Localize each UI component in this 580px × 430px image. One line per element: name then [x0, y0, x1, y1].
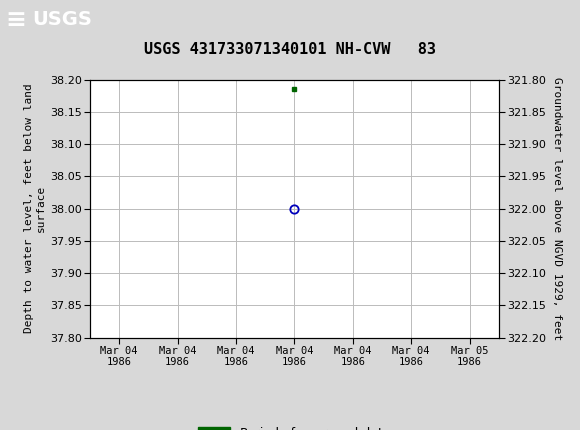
Text: USGS 431733071340101 NH-CVW   83: USGS 431733071340101 NH-CVW 83 — [144, 42, 436, 57]
Text: USGS: USGS — [32, 10, 92, 29]
Y-axis label: Groundwater level above NGVD 1929, feet: Groundwater level above NGVD 1929, feet — [552, 77, 561, 340]
Text: ≡: ≡ — [6, 8, 27, 32]
Legend: Period of approved data: Period of approved data — [198, 427, 390, 430]
Y-axis label: Depth to water level, feet below land
surface: Depth to water level, feet below land su… — [24, 84, 45, 333]
